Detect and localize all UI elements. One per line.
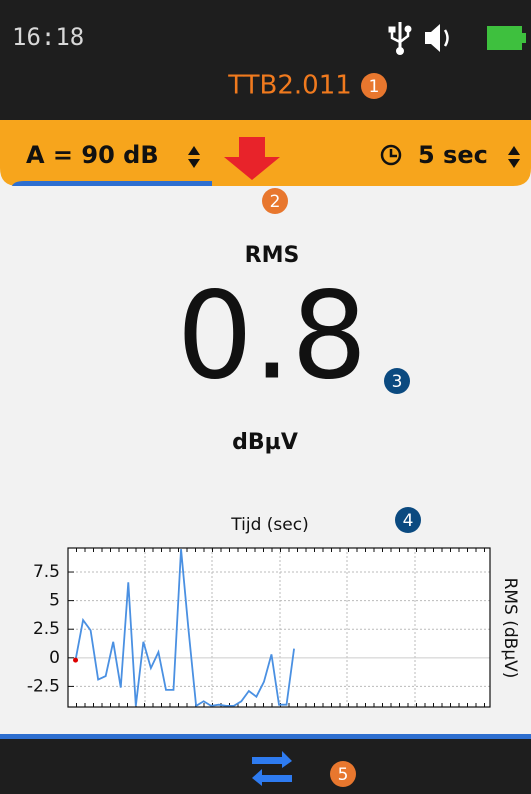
speaker-icon — [425, 24, 449, 52]
badge: 1 — [361, 73, 387, 99]
reading-label: RMS — [245, 243, 300, 268]
battery-icon — [487, 26, 526, 50]
data-line — [74, 549, 295, 708]
badge: 4 — [395, 507, 421, 533]
trigger-arrow — [224, 137, 280, 180]
usb-icon — [388, 22, 412, 55]
y-tick-label: -2.5 — [27, 676, 60, 696]
gain-spinner[interactable] — [188, 146, 200, 168]
badge-label: 1 — [369, 77, 380, 97]
gain-setting[interactable]: A = 90 dB — [26, 141, 159, 169]
swap-icon[interactable] — [252, 751, 292, 786]
device-title: TTB2.011 — [227, 71, 352, 101]
bottom-line — [0, 734, 531, 739]
badge-label: 3 — [392, 372, 403, 392]
reading-unit: dBµV — [232, 430, 298, 455]
top-bar — [0, 0, 531, 120]
badge: 2 — [262, 188, 288, 214]
y-tick-label: 5 — [49, 591, 60, 611]
plot: 7.5 5 2.5 0 -2.5 — [27, 547, 491, 708]
clock-icon — [380, 144, 402, 166]
badge: 5 — [330, 761, 356, 787]
badge-label: 2 — [270, 192, 281, 212]
cursor-point — [73, 657, 79, 663]
badge-label: 4 — [403, 511, 414, 531]
progress — [12, 181, 212, 186]
badge-label: 5 — [338, 765, 349, 785]
reading-value: 0.8 — [177, 268, 368, 407]
y-tick-label: 0 — [49, 648, 60, 668]
chart-title: Tijd (sec) — [230, 515, 308, 535]
clock: 16:18 — [12, 23, 84, 51]
interval-setting[interactable]: 5 sec — [418, 141, 488, 169]
plot-frame — [67, 547, 491, 708]
toolbar — [0, 120, 531, 186]
badge: 3 — [384, 368, 410, 394]
interval-spinner[interactable] — [508, 146, 520, 168]
y-axis-label: RMS (dBµV) — [500, 578, 520, 679]
y-tick-label: 2.5 — [33, 619, 60, 639]
y-tick-label: 7.5 — [33, 562, 60, 582]
